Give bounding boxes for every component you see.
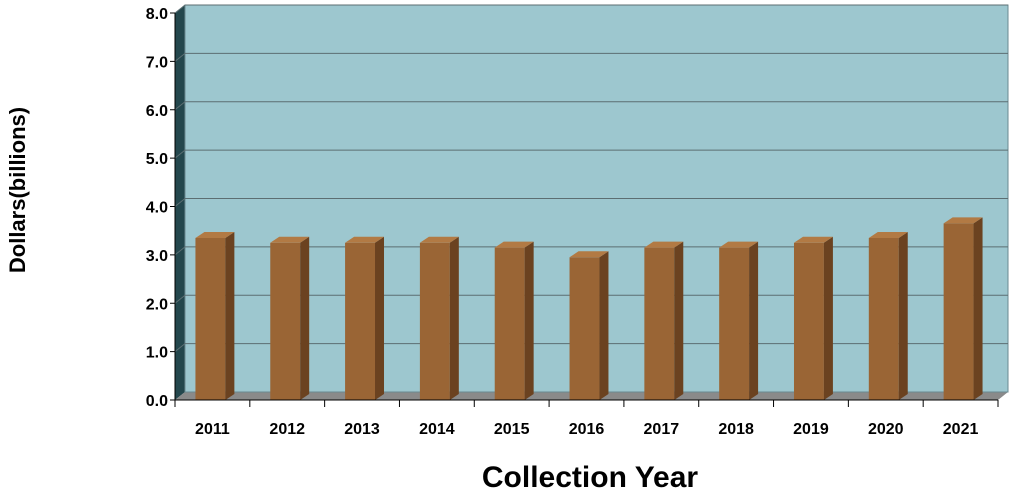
x-tick-label: 2020 bbox=[868, 421, 904, 438]
bar-side-2014 bbox=[449, 236, 459, 400]
y-tick-label: 5.0 bbox=[146, 151, 168, 168]
bar-2020 bbox=[868, 237, 899, 400]
y-tick-label: 6.0 bbox=[146, 103, 168, 120]
bar-side-2013 bbox=[375, 236, 385, 400]
x-tick-label: 2014 bbox=[419, 421, 455, 438]
bar-side-2012 bbox=[300, 236, 310, 400]
gridline-side bbox=[174, 246, 186, 256]
x-tick-label: 2021 bbox=[943, 421, 979, 438]
gridline-side bbox=[174, 198, 186, 207]
bar-side-2021 bbox=[973, 217, 983, 400]
bar-2013 bbox=[345, 242, 376, 400]
bar-side-2015 bbox=[524, 241, 534, 400]
x-tick-label: 2011 bbox=[195, 421, 230, 438]
gridline-side bbox=[174, 149, 186, 159]
bar-side-2016 bbox=[599, 251, 609, 400]
x-tick-label: 2016 bbox=[569, 421, 605, 438]
y-tick-label: 7.0 bbox=[146, 54, 168, 71]
bar-2019 bbox=[793, 242, 824, 400]
y-tick-label: 2.0 bbox=[146, 296, 168, 313]
bar-side-2018 bbox=[749, 241, 759, 400]
bar-top-2011 bbox=[195, 231, 235, 238]
x-tick-label: 2013 bbox=[344, 421, 380, 438]
bar-top-2021 bbox=[943, 217, 983, 224]
bar-top-2013 bbox=[345, 236, 385, 243]
bar-side-2011 bbox=[225, 231, 235, 400]
bar-top-2017 bbox=[644, 241, 684, 248]
gridline-side bbox=[174, 52, 186, 62]
bar-2021 bbox=[943, 223, 974, 400]
gridline-side bbox=[174, 4, 186, 14]
y-tick-label: 4.0 bbox=[146, 200, 168, 217]
bar-2014 bbox=[419, 242, 450, 400]
y-tick-label: 0.0 bbox=[146, 393, 168, 410]
gridline-side bbox=[174, 294, 186, 304]
bar-top-2016 bbox=[569, 251, 609, 258]
bar-top-2020 bbox=[868, 231, 908, 238]
tick-labels: 0.0 1.0 2.0 3.0 4.0 5.0 6.0 7.0 8.0 2011 2012 2013 2… bbox=[146, 6, 999, 438]
bar-top-2015 bbox=[494, 241, 534, 248]
x-tick-label: 2017 bbox=[644, 421, 680, 438]
bar-side-2017 bbox=[674, 241, 684, 400]
bar-2012 bbox=[270, 242, 301, 400]
bar-top-2012 bbox=[270, 236, 310, 243]
x-tick-label: 2015 bbox=[494, 421, 530, 438]
y-tick-label: 1.0 bbox=[146, 345, 168, 362]
bar-2017 bbox=[644, 247, 675, 400]
bar-2018 bbox=[719, 247, 750, 400]
bar-side-2019 bbox=[823, 236, 833, 400]
y-axis-label: Dollars(billions) bbox=[5, 107, 30, 273]
bar-top-2014 bbox=[419, 236, 459, 243]
x-axis-label: Collection Year bbox=[482, 461, 699, 494]
bar-2015 bbox=[494, 247, 525, 400]
x-tick-label: 2018 bbox=[718, 421, 754, 438]
gridline-side bbox=[174, 343, 186, 353]
bars bbox=[195, 217, 983, 400]
bar-2016 bbox=[569, 257, 600, 400]
y-tick-label: 8.0 bbox=[146, 6, 168, 23]
gridline-side bbox=[174, 101, 186, 111]
bar-top-2019 bbox=[793, 236, 833, 243]
bar-2011 bbox=[195, 237, 226, 400]
x-tick-label: 2012 bbox=[269, 421, 305, 438]
bar-top-2018 bbox=[719, 241, 759, 248]
y-tick-label: 3.0 bbox=[146, 248, 168, 265]
bar-side-2020 bbox=[898, 231, 908, 400]
x-tick-label: 2019 bbox=[793, 421, 829, 438]
